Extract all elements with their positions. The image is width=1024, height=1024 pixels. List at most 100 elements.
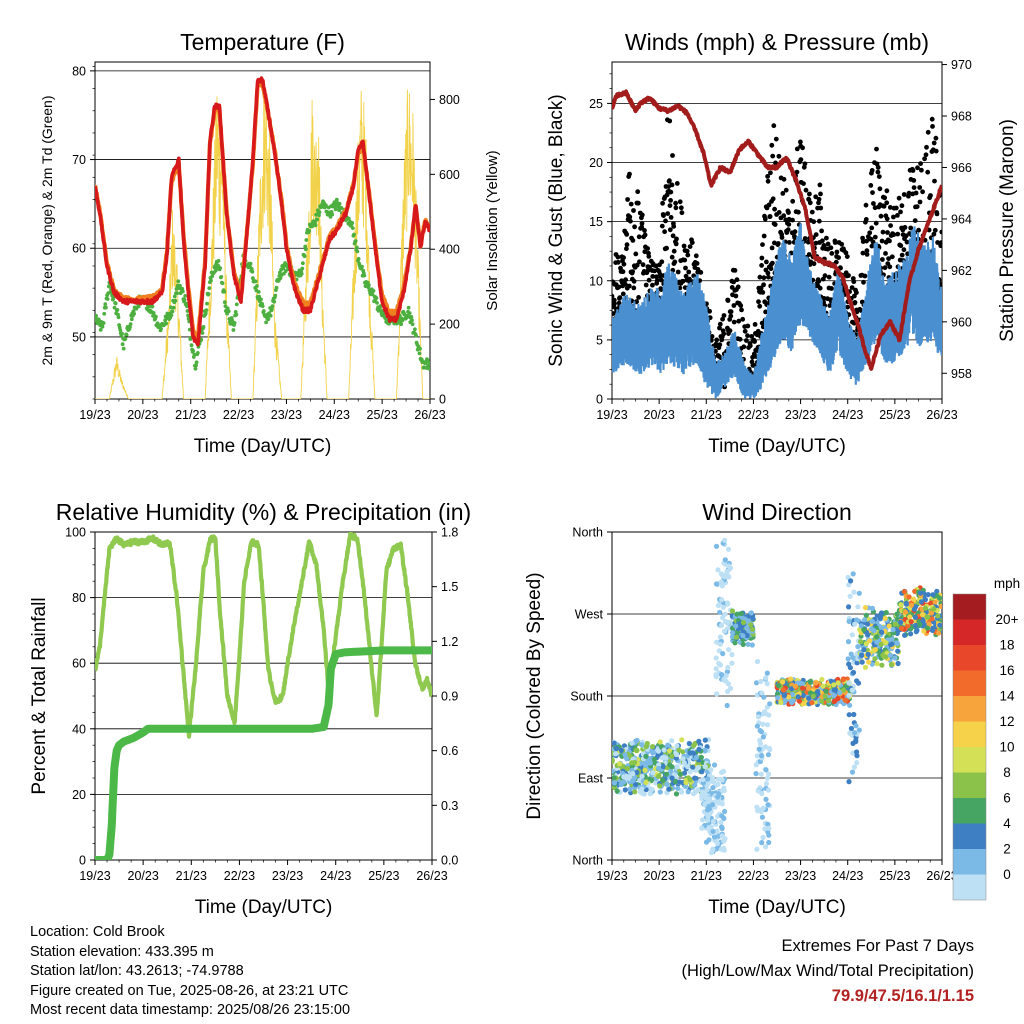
- direction-point: [696, 746, 702, 753]
- gust-point: [672, 259, 678, 265]
- direction-point: [675, 785, 681, 791]
- direction-point: [902, 609, 909, 615]
- colorbar-label: 10: [999, 740, 1014, 755]
- direction-point: [878, 610, 885, 616]
- direction-point: [792, 683, 798, 689]
- gust-point: [617, 295, 623, 300]
- y-right-tick-label: 0.9: [441, 690, 458, 704]
- gust-point: [869, 168, 875, 173]
- colorbar-label: 20+: [996, 612, 1019, 627]
- gust-point: [744, 338, 749, 343]
- gust-point: [779, 235, 785, 240]
- direction-point: [902, 632, 908, 638]
- chart-title: Temperature (F): [180, 29, 345, 55]
- dewpoint-point: [353, 239, 358, 243]
- dewpoint-point: [319, 205, 324, 209]
- direction-point: [871, 628, 877, 634]
- direction-point: [651, 750, 657, 756]
- direction-point: [930, 625, 936, 632]
- dewpoint-point: [181, 289, 185, 294]
- gust-point: [925, 169, 931, 175]
- gust-point: [640, 262, 646, 268]
- direction-point: [677, 771, 684, 778]
- direction-point: [850, 669, 857, 676]
- dewpoint-point: [123, 337, 128, 341]
- direction-point: [618, 747, 624, 754]
- dewpoint-point: [355, 245, 359, 250]
- direction-point: [719, 833, 725, 839]
- gust-point: [714, 337, 720, 343]
- precip-line: [95, 646, 432, 860]
- gust-point: [769, 245, 775, 251]
- direction-point: [763, 781, 770, 787]
- direction-point: [705, 817, 711, 823]
- x-tick-label: 26/23: [414, 408, 445, 422]
- y-right-tick-label: 970: [951, 58, 972, 72]
- direction-point: [639, 790, 646, 796]
- gust-point: [679, 210, 685, 216]
- direction-point: [685, 764, 691, 770]
- gust-point: [872, 234, 878, 240]
- direction-point: [921, 628, 927, 634]
- direction-point: [898, 602, 904, 608]
- panel-humidity: [90, 531, 437, 865]
- gust-point: [770, 196, 776, 202]
- gust-point: [669, 182, 675, 188]
- gust-point: [633, 251, 639, 257]
- direction-point: [759, 790, 765, 797]
- gust-point: [836, 255, 841, 260]
- gust-point: [747, 343, 753, 349]
- direction-point: [708, 824, 714, 830]
- direction-point: [632, 781, 639, 788]
- y-tick-label: 0: [596, 393, 603, 407]
- gust-point: [760, 290, 766, 295]
- gust-point: [752, 322, 758, 327]
- gust-point: [913, 190, 919, 196]
- direction-point: [617, 761, 623, 767]
- y-axis-label: Direction (Colored By Speed): [524, 572, 545, 819]
- gust-point: [624, 246, 629, 252]
- gust-point: [829, 251, 835, 256]
- panel-winds: [607, 61, 947, 404]
- gust-point: [636, 234, 642, 240]
- direction-point: [725, 681, 732, 687]
- gust-point: [899, 252, 905, 258]
- dewpoint-point: [234, 302, 239, 307]
- dewpoint-point: [337, 201, 342, 206]
- gust-point: [772, 206, 777, 212]
- direction-point: [831, 687, 837, 693]
- gust-point: [757, 303, 763, 309]
- direction-point: [815, 688, 821, 695]
- direction-point: [865, 651, 871, 658]
- gust-point: [735, 284, 741, 290]
- direction-point: [766, 839, 772, 846]
- dewpoint-point: [264, 320, 268, 325]
- gust-point: [665, 211, 671, 217]
- gust-point: [916, 227, 921, 233]
- gust-point: [809, 209, 815, 215]
- dewpoint-point: [101, 321, 106, 325]
- direction-point: [722, 557, 728, 563]
- direction-point: [761, 710, 767, 717]
- direction-point: [647, 776, 653, 782]
- direction-point: [760, 721, 766, 727]
- direction-point: [851, 711, 857, 718]
- dewpoint-point: [360, 264, 364, 269]
- gust-point: [880, 229, 886, 235]
- direction-point: [713, 655, 719, 661]
- x-tick-label: 24/23: [320, 869, 351, 883]
- direction-point: [642, 767, 648, 773]
- dewpoint-point: [222, 300, 227, 305]
- dewpoint-point: [371, 289, 376, 293]
- direction-point: [845, 656, 851, 662]
- direction-point: [624, 756, 630, 762]
- dewpoint-point: [374, 296, 379, 300]
- direction-point: [718, 579, 725, 585]
- dewpoint-point: [339, 206, 344, 210]
- y-tick-label: 10: [589, 274, 603, 288]
- direction-point: [800, 692, 806, 699]
- humidity-data: [95, 532, 432, 860]
- direction-point: [920, 612, 926, 618]
- gust-point: [728, 313, 734, 319]
- y-right-tick-label: 800: [439, 93, 460, 107]
